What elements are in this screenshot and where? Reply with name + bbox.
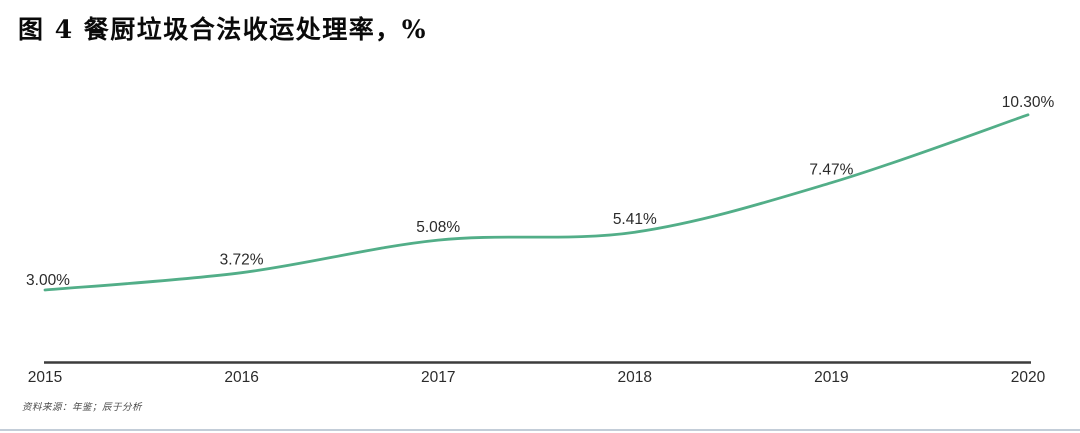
data-label-2017: 5.08%: [416, 219, 460, 236]
data-label-2018: 5.41%: [613, 211, 657, 228]
data-label-2015: 3.00%: [26, 272, 70, 289]
x-tick-2020: 2020: [1011, 369, 1046, 386]
x-tick-2018: 2018: [618, 369, 652, 386]
bottom-divider: [0, 429, 1080, 431]
figure-title: 图 4 餐厨垃圾合法收运处理率，%: [18, 15, 428, 44]
data-label-2016: 3.72%: [220, 252, 264, 269]
x-tick-2019: 2019: [814, 369, 848, 386]
x-tick-2017: 2017: [421, 369, 455, 386]
data-label-2020: 10.30%: [1002, 94, 1055, 111]
trend-line: [43, 113, 1030, 292]
data-label-2019: 7.47%: [809, 162, 853, 179]
x-tick-2015: 2015: [28, 369, 62, 386]
x-tick-2016: 2016: [224, 369, 258, 386]
source-note: 资料来源：年鉴；辰于分析: [22, 402, 143, 413]
